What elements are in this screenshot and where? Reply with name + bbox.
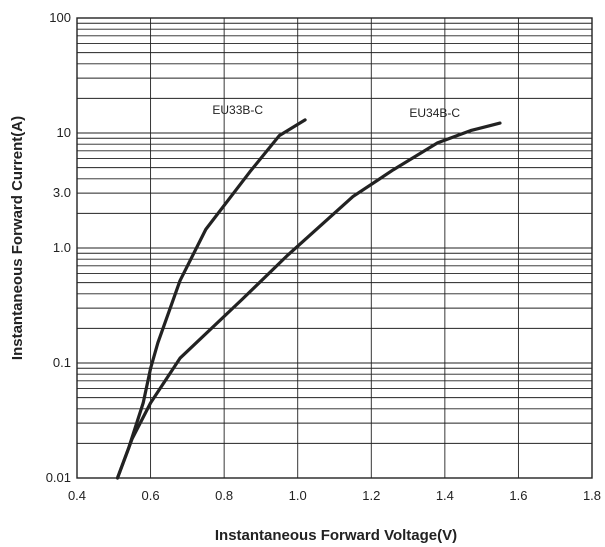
plot-area-frame bbox=[76, 17, 593, 479]
x-tick-label: 1.8 bbox=[583, 488, 601, 503]
x-tick-label: 1.4 bbox=[436, 488, 454, 503]
x-tick-label: 0.6 bbox=[142, 488, 160, 503]
series-curve-eu34b-c bbox=[115, 121, 502, 480]
series-label: EU33B-C bbox=[212, 103, 263, 117]
grid-lines bbox=[76, 18, 593, 479]
x-tick-label: 1.0 bbox=[289, 488, 307, 503]
y-tick-label: 3.0 bbox=[53, 185, 71, 200]
y-axis-title: Instantaneous Forward Current(A) bbox=[9, 116, 26, 360]
y-tick-label: 0.1 bbox=[53, 355, 71, 370]
curves-layer bbox=[115, 118, 502, 480]
x-axis-title: Instantaneous Forward Voltage(V) bbox=[215, 527, 457, 544]
x-tick-label: 1.6 bbox=[509, 488, 527, 503]
x-tick-labels: 0.4 0.6 0.8 1.0 1.2 1.4 1.6 1.8 bbox=[68, 488, 601, 503]
y-tick-label: 100 bbox=[49, 10, 71, 25]
y-tick-label: 1.0 bbox=[53, 240, 71, 255]
y-tick-label: 10 bbox=[57, 125, 71, 140]
series-curve-eu33b-c bbox=[115, 118, 307, 480]
y-tick-label: 0.01 bbox=[46, 470, 71, 485]
x-tick-label: 1.2 bbox=[362, 488, 380, 503]
series-labels: EU33B-C EU34B-C bbox=[212, 103, 460, 120]
y-tick-labels: 100 10 3.0 1.0 0.1 0.01 bbox=[46, 10, 71, 485]
series-label: EU34B-C bbox=[409, 106, 460, 120]
x-tick-label: 0.4 bbox=[68, 488, 86, 503]
x-tick-label: 0.8 bbox=[215, 488, 233, 503]
